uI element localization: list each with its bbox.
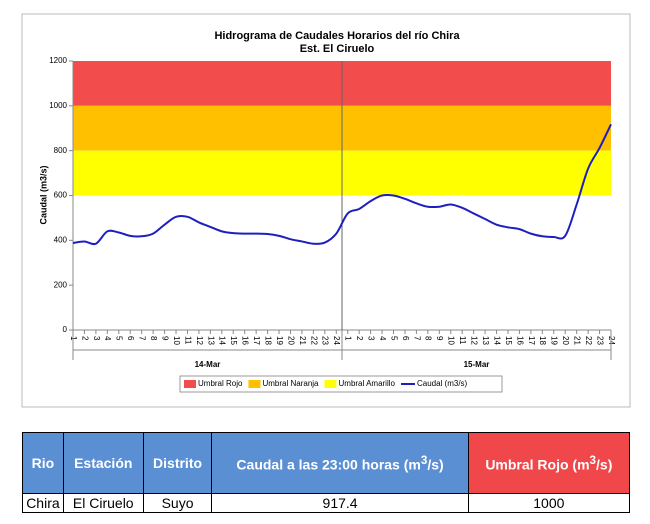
table-cell: 1000 bbox=[467, 493, 631, 513]
x-tick-label: 5 bbox=[389, 336, 398, 341]
x-tick-label: 23 bbox=[321, 336, 330, 345]
y-tick-label: 600 bbox=[54, 191, 68, 200]
x-tick-label: 22 bbox=[584, 336, 593, 345]
x-tick-label: 22 bbox=[309, 336, 318, 345]
y-tick-label: 0 bbox=[63, 325, 68, 334]
x-tick-label: 7 bbox=[412, 336, 421, 341]
x-tick-label: 14 bbox=[218, 336, 227, 345]
x-tick-label: 2 bbox=[355, 336, 364, 341]
x-tick-label: 24 bbox=[332, 336, 341, 345]
legend-label: Umbral Amarillo bbox=[339, 379, 396, 388]
x-tick-label: 3 bbox=[367, 336, 376, 341]
table-header: Estación bbox=[62, 432, 144, 494]
table-cell: Chira bbox=[22, 493, 64, 513]
x-tick-label: 6 bbox=[401, 336, 410, 341]
x-tick-label: 12 bbox=[195, 336, 204, 345]
table-cell: El Ciruelo bbox=[62, 493, 144, 513]
x-tick-label: 13 bbox=[481, 336, 490, 345]
header-sup: 3 bbox=[589, 453, 597, 467]
x-tick-label: 17 bbox=[252, 336, 261, 345]
flow-line bbox=[72, 123, 612, 246]
legend-swatch bbox=[324, 380, 337, 388]
table-row: Chira El Ciruelo Suyo 917.4 1000 bbox=[22, 493, 631, 513]
table-cell: Suyo bbox=[142, 493, 213, 513]
legend-label: Umbral Naranja bbox=[262, 379, 319, 388]
table-cell: 917.4 bbox=[211, 493, 469, 513]
x-tick-label: 13 bbox=[206, 336, 215, 345]
header-text: /s) bbox=[427, 456, 444, 473]
x-tick-label: 18 bbox=[538, 336, 547, 345]
x-tick-label: 9 bbox=[435, 336, 444, 341]
group-label: 14-Mar bbox=[195, 360, 221, 369]
x-tick-label: 21 bbox=[573, 336, 582, 345]
legend-label: Umbral Rojo bbox=[198, 379, 243, 388]
table-header: Distrito bbox=[142, 432, 213, 494]
x-tick-label: 4 bbox=[378, 336, 387, 341]
x-tick-label: 8 bbox=[149, 336, 158, 341]
table-header: Caudal a las 23:00 horas (m3/s) bbox=[211, 432, 469, 494]
x-tick-label: 1 bbox=[344, 336, 353, 341]
x-tick-label: 5 bbox=[115, 336, 124, 341]
x-tick-label: 19 bbox=[550, 336, 559, 345]
x-tick-label: 16 bbox=[241, 336, 250, 345]
legend-swatch bbox=[184, 380, 196, 388]
x-tick-label: 15 bbox=[229, 336, 238, 345]
x-tick-label: 6 bbox=[126, 336, 135, 341]
table-header: Umbral Rojo (m3/s) bbox=[467, 432, 631, 494]
header-text: Caudal a las 23:00 horas (m bbox=[236, 456, 421, 473]
x-tick-label: 21 bbox=[298, 336, 307, 345]
y-tick-label: 200 bbox=[54, 280, 68, 289]
y-tick-label: 400 bbox=[54, 235, 68, 244]
header-text: Umbral Rojo (m bbox=[485, 456, 590, 473]
x-tick-label: 20 bbox=[286, 336, 295, 345]
y-tick-label: 800 bbox=[54, 146, 68, 155]
header-sup: 3 bbox=[420, 453, 428, 467]
x-tick-label: 2 bbox=[80, 336, 89, 341]
legend-label: Caudal (m3/s) bbox=[417, 379, 468, 388]
summary-table: Rio Estación Distrito Caudal a las 23:00 ho… bbox=[22, 432, 631, 513]
x-tick-label: 7 bbox=[138, 336, 147, 341]
x-tick-label: 11 bbox=[183, 336, 192, 345]
x-tick-label: 23 bbox=[595, 336, 604, 345]
group-label: 15-Mar bbox=[464, 360, 490, 369]
x-tick-label: 17 bbox=[527, 336, 536, 345]
y-axis-label: Caudal (m3/s) bbox=[38, 165, 48, 224]
x-tick-label: 9 bbox=[160, 336, 169, 341]
x-tick-label: 16 bbox=[515, 336, 524, 345]
x-tick-label: 4 bbox=[103, 336, 112, 341]
x-tick-label: 18 bbox=[263, 336, 272, 345]
x-tick-label: 14 bbox=[492, 336, 501, 345]
chart-subtitle: Est. El Ciruelo bbox=[300, 43, 375, 55]
x-tick-label: 15 bbox=[504, 336, 513, 345]
y-tick-label: 1200 bbox=[49, 56, 67, 65]
x-tick-label: 8 bbox=[424, 336, 433, 341]
x-tick-label: 3 bbox=[92, 336, 101, 341]
table-header: Rio bbox=[22, 432, 64, 494]
chart: Hidrograma de Caudales Horarios del río … bbox=[21, 13, 631, 408]
x-tick-label: 19 bbox=[275, 336, 284, 345]
x-tick-label: 11 bbox=[458, 336, 467, 345]
legend-swatch bbox=[248, 380, 261, 388]
x-tick-label: 10 bbox=[172, 336, 181, 345]
x-tick-label: 20 bbox=[561, 336, 570, 345]
header-text: /s) bbox=[596, 456, 613, 473]
chart-title: Hidrograma de Caudales Horarios del río … bbox=[214, 30, 460, 42]
y-tick-label: 1000 bbox=[49, 101, 67, 110]
x-tick-label: 12 bbox=[470, 336, 479, 345]
x-tick-label: 10 bbox=[447, 336, 456, 345]
legend bbox=[179, 375, 503, 393]
